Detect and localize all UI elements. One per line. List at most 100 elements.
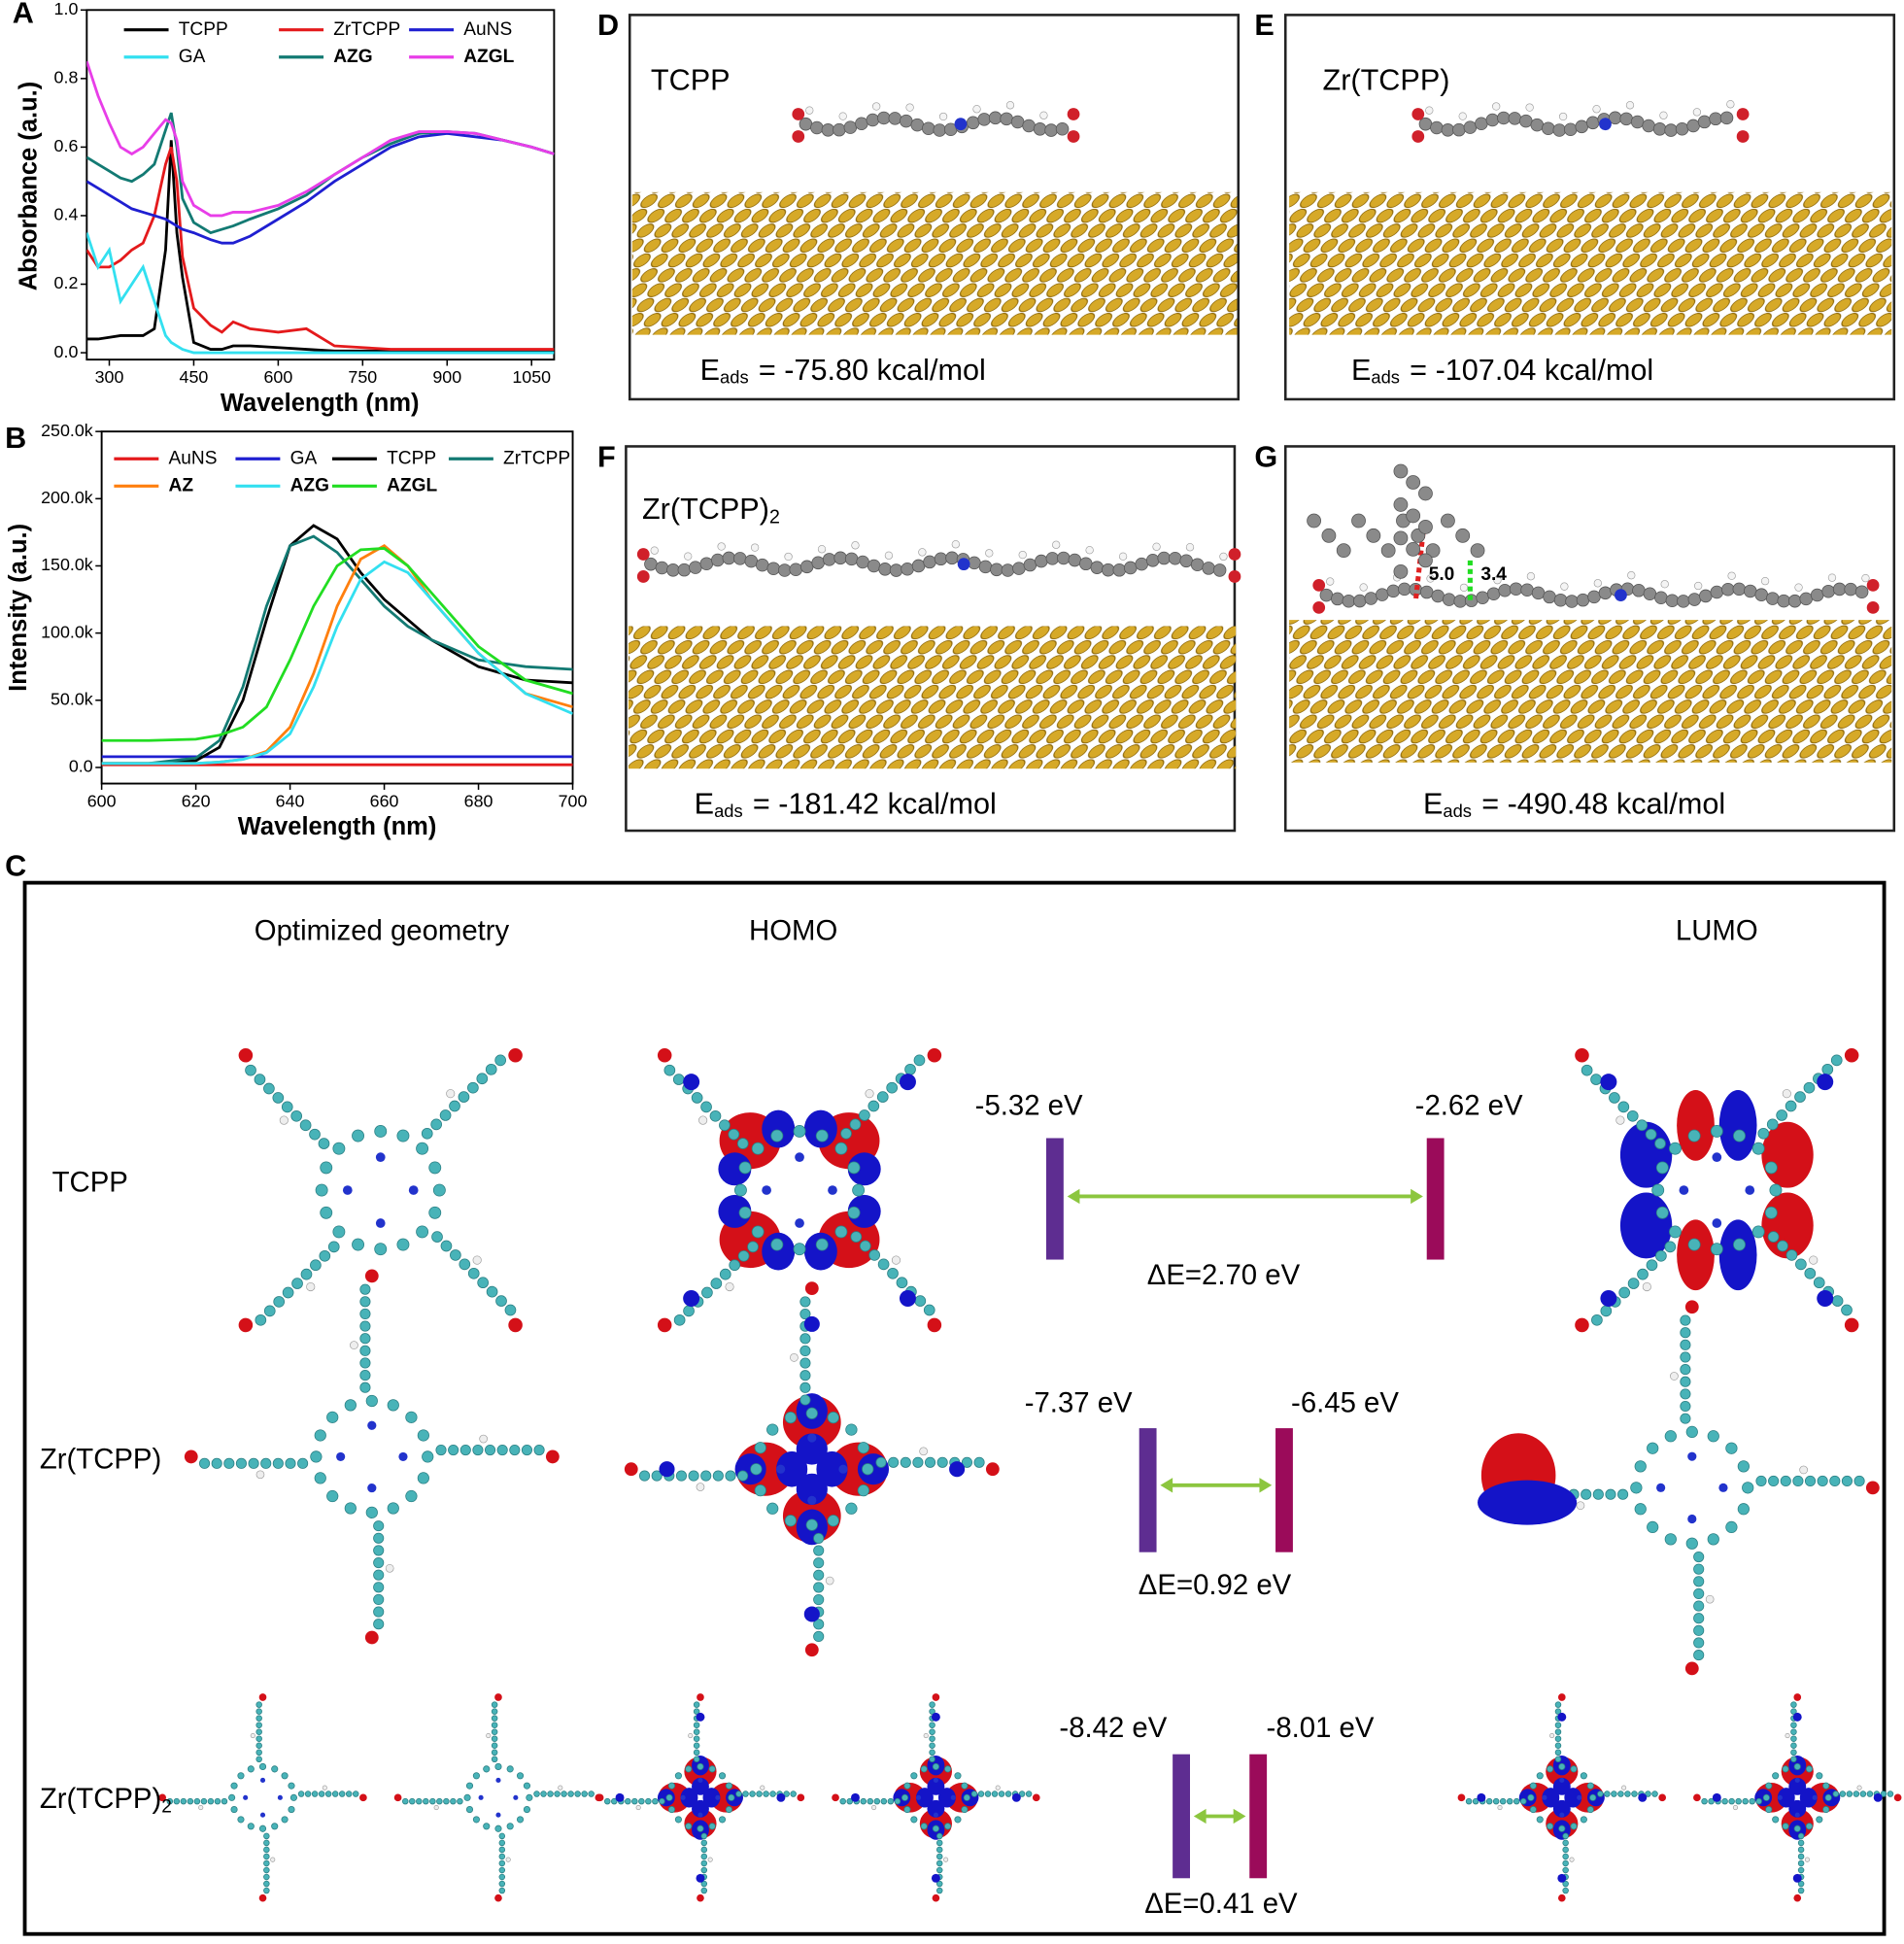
series-line xyxy=(101,560,573,766)
x-tick-label: 450 xyxy=(180,367,209,387)
atom-o xyxy=(258,1893,267,1902)
atom xyxy=(1804,1475,1817,1486)
atom xyxy=(516,1772,525,1780)
orbital-lobe xyxy=(1478,1480,1578,1525)
atom xyxy=(1794,1091,1806,1103)
atom xyxy=(1733,1129,1746,1143)
atom-n xyxy=(336,1451,346,1462)
atom-n xyxy=(957,558,970,571)
adsorption-energy: Eads = -490.48 kcal/mol xyxy=(1423,788,1725,821)
atom xyxy=(1821,584,1835,598)
atom-o xyxy=(238,1047,254,1063)
atom xyxy=(735,1791,742,1797)
y-tick-label: 0.2 xyxy=(54,273,79,292)
atom xyxy=(477,1277,490,1289)
energy-symbol: E xyxy=(1351,354,1371,387)
atom-h xyxy=(255,1470,265,1480)
atom xyxy=(954,1772,962,1780)
atom xyxy=(1764,1161,1778,1175)
atom xyxy=(457,1797,463,1805)
legend-label: TCPP xyxy=(179,19,228,40)
atom xyxy=(1609,1092,1620,1104)
atom xyxy=(821,123,835,137)
orbital-lobe xyxy=(696,1873,705,1883)
atom xyxy=(1777,1240,1788,1252)
atom xyxy=(448,1444,459,1456)
orbital-lobe xyxy=(796,1473,828,1505)
atom xyxy=(1190,558,1205,571)
atom xyxy=(710,1278,723,1289)
molecule-label-main: Zr(TCPP) xyxy=(642,493,769,526)
atom xyxy=(272,1092,285,1104)
atom xyxy=(813,1594,825,1606)
atom xyxy=(516,1816,525,1824)
atom xyxy=(719,1119,731,1132)
atom xyxy=(849,1118,862,1131)
atom xyxy=(1452,122,1466,137)
atom xyxy=(1145,554,1160,567)
atom-h xyxy=(1459,583,1469,593)
atom xyxy=(693,1722,700,1728)
atom xyxy=(365,1506,378,1518)
y-tick-label: 250.0k xyxy=(41,421,93,440)
atom xyxy=(255,1728,262,1735)
atom-o xyxy=(1658,1793,1666,1802)
atom-h xyxy=(1525,103,1534,112)
atom xyxy=(875,1456,887,1468)
atom xyxy=(1664,1241,1677,1253)
atom xyxy=(324,1791,332,1797)
atom xyxy=(793,1125,806,1138)
atom xyxy=(700,1853,708,1860)
atom xyxy=(1498,583,1512,597)
atom-o xyxy=(238,1317,254,1333)
atom xyxy=(554,1791,561,1797)
atom xyxy=(880,1797,888,1805)
atom xyxy=(770,1238,784,1251)
atom xyxy=(1765,1805,1773,1814)
atom xyxy=(498,1887,506,1894)
orbital-lobe xyxy=(1638,1792,1648,1802)
panel-letter: B xyxy=(5,422,26,455)
atom xyxy=(1655,1206,1669,1219)
atom xyxy=(1486,587,1501,600)
atom-o xyxy=(1793,1893,1802,1902)
atom xyxy=(1470,543,1485,559)
atom xyxy=(1767,1231,1780,1243)
atom xyxy=(1592,1488,1604,1500)
atom xyxy=(611,1797,618,1805)
atom-o xyxy=(927,1047,942,1063)
atom xyxy=(744,554,759,568)
atom xyxy=(1321,528,1337,543)
atom xyxy=(697,1762,704,1771)
atom xyxy=(1589,1793,1597,1801)
atom-h xyxy=(479,1434,488,1444)
atom xyxy=(1331,592,1344,606)
atom xyxy=(1790,1735,1797,1742)
orbital-lobe xyxy=(927,1799,945,1818)
atom xyxy=(540,1791,547,1797)
atom xyxy=(491,1701,498,1708)
energy-gap: ΔE=2.70 eV xyxy=(1147,1259,1301,1291)
series-line xyxy=(86,140,555,353)
atom xyxy=(498,1853,506,1860)
atom-n xyxy=(1542,1794,1547,1800)
atom xyxy=(924,1456,936,1468)
atom xyxy=(845,1502,858,1515)
atom-n xyxy=(715,1794,721,1800)
atom xyxy=(273,1296,286,1308)
atom xyxy=(857,1484,869,1497)
atom xyxy=(405,1411,418,1423)
atom xyxy=(604,1797,611,1805)
lumo-energy: -2.62 eV xyxy=(1415,1089,1523,1121)
atom xyxy=(1393,497,1409,512)
atom xyxy=(272,1457,284,1469)
atom xyxy=(1492,1797,1500,1805)
atom xyxy=(936,1456,948,1468)
atom-n xyxy=(478,1794,484,1800)
y-tick-label: 0.0 xyxy=(69,757,93,776)
atom xyxy=(491,1742,498,1750)
atom xyxy=(1803,1081,1816,1094)
atom-h xyxy=(951,540,960,549)
atom xyxy=(1580,1772,1587,1780)
